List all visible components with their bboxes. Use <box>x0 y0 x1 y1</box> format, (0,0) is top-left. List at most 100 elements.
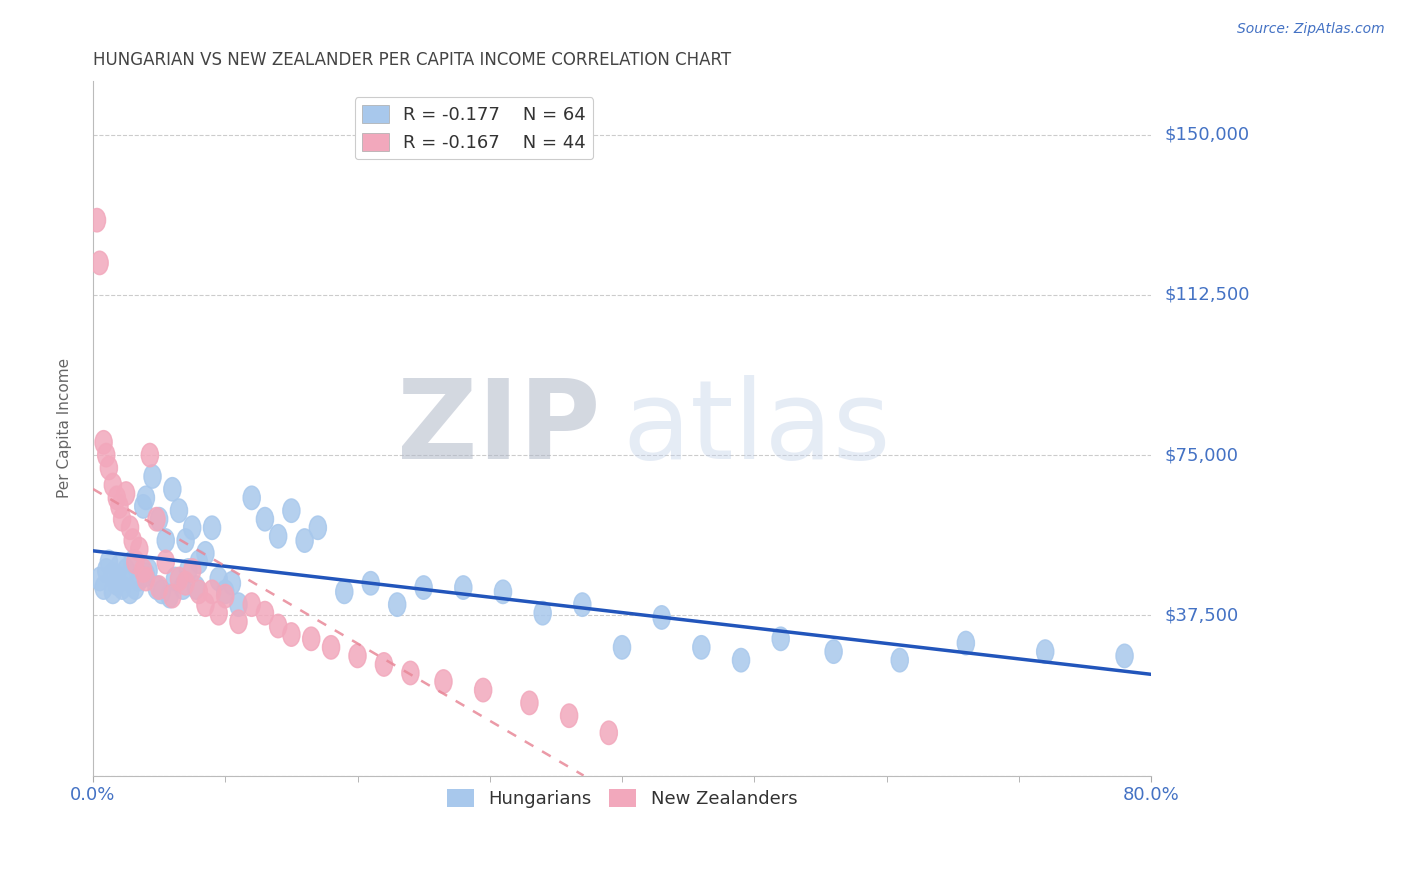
Ellipse shape <box>561 704 578 728</box>
Ellipse shape <box>163 477 181 501</box>
Ellipse shape <box>534 601 551 625</box>
Ellipse shape <box>825 640 842 664</box>
Ellipse shape <box>104 474 121 497</box>
Ellipse shape <box>114 576 131 599</box>
Ellipse shape <box>108 486 125 509</box>
Ellipse shape <box>891 648 908 672</box>
Ellipse shape <box>100 550 118 574</box>
Ellipse shape <box>600 721 617 745</box>
Ellipse shape <box>96 576 112 599</box>
Text: $150,000: $150,000 <box>1166 126 1250 144</box>
Ellipse shape <box>270 615 287 638</box>
Ellipse shape <box>138 563 155 586</box>
Ellipse shape <box>388 593 406 616</box>
Ellipse shape <box>157 550 174 574</box>
Ellipse shape <box>190 580 208 604</box>
Y-axis label: Per Capita Income: Per Capita Income <box>58 359 72 499</box>
Ellipse shape <box>104 580 121 604</box>
Ellipse shape <box>187 576 205 599</box>
Ellipse shape <box>270 524 287 548</box>
Ellipse shape <box>184 558 201 582</box>
Ellipse shape <box>363 572 380 595</box>
Ellipse shape <box>654 606 671 629</box>
Ellipse shape <box>693 636 710 659</box>
Ellipse shape <box>100 456 118 480</box>
Ellipse shape <box>124 529 141 552</box>
Ellipse shape <box>209 567 228 591</box>
Ellipse shape <box>231 593 247 616</box>
Ellipse shape <box>224 572 240 595</box>
Ellipse shape <box>111 555 128 578</box>
Ellipse shape <box>111 495 128 518</box>
Ellipse shape <box>574 593 591 616</box>
Ellipse shape <box>217 584 233 607</box>
Ellipse shape <box>138 486 155 509</box>
Ellipse shape <box>143 465 162 488</box>
Ellipse shape <box>97 443 115 467</box>
Text: $37,500: $37,500 <box>1166 607 1239 624</box>
Ellipse shape <box>415 576 432 599</box>
Ellipse shape <box>302 627 319 650</box>
Ellipse shape <box>231 610 247 633</box>
Ellipse shape <box>127 550 143 574</box>
Ellipse shape <box>170 499 187 523</box>
Text: $112,500: $112,500 <box>1166 286 1250 304</box>
Ellipse shape <box>141 443 159 467</box>
Ellipse shape <box>197 593 214 616</box>
Ellipse shape <box>256 601 274 625</box>
Ellipse shape <box>309 516 326 540</box>
Ellipse shape <box>91 252 108 275</box>
Ellipse shape <box>1036 640 1054 664</box>
Ellipse shape <box>177 529 194 552</box>
Ellipse shape <box>190 550 208 574</box>
Text: ZIP: ZIP <box>398 375 600 482</box>
Ellipse shape <box>108 572 125 595</box>
Text: HUNGARIAN VS NEW ZEALANDER PER CAPITA INCOME CORRELATION CHART: HUNGARIAN VS NEW ZEALANDER PER CAPITA IN… <box>93 51 731 69</box>
Ellipse shape <box>733 648 749 672</box>
Text: Source: ZipAtlas.com: Source: ZipAtlas.com <box>1237 22 1385 37</box>
Ellipse shape <box>957 632 974 655</box>
Ellipse shape <box>148 508 165 531</box>
Ellipse shape <box>1116 644 1133 667</box>
Ellipse shape <box>150 508 167 531</box>
Ellipse shape <box>121 580 139 604</box>
Ellipse shape <box>150 576 167 599</box>
Ellipse shape <box>349 644 366 667</box>
Ellipse shape <box>283 623 299 647</box>
Ellipse shape <box>375 653 392 676</box>
Ellipse shape <box>204 516 221 540</box>
Ellipse shape <box>180 558 197 582</box>
Text: $75,000: $75,000 <box>1166 446 1239 464</box>
Ellipse shape <box>163 584 181 607</box>
Ellipse shape <box>454 576 472 599</box>
Ellipse shape <box>243 593 260 616</box>
Ellipse shape <box>475 678 492 702</box>
Ellipse shape <box>256 508 274 531</box>
Ellipse shape <box>174 576 191 599</box>
Ellipse shape <box>283 499 299 523</box>
Ellipse shape <box>97 558 115 582</box>
Ellipse shape <box>177 572 194 595</box>
Legend: Hungarians, New Zealanders: Hungarians, New Zealanders <box>439 781 804 815</box>
Ellipse shape <box>166 567 184 591</box>
Ellipse shape <box>243 486 260 509</box>
Ellipse shape <box>104 563 121 586</box>
Ellipse shape <box>157 529 174 552</box>
Ellipse shape <box>197 541 214 566</box>
Ellipse shape <box>162 584 179 607</box>
Ellipse shape <box>118 558 135 582</box>
Text: atlas: atlas <box>621 375 890 482</box>
Ellipse shape <box>118 482 135 506</box>
Ellipse shape <box>322 636 340 659</box>
Ellipse shape <box>204 580 221 604</box>
Ellipse shape <box>520 691 538 714</box>
Ellipse shape <box>96 431 112 454</box>
Ellipse shape <box>131 537 148 561</box>
Ellipse shape <box>495 580 512 604</box>
Ellipse shape <box>772 627 789 650</box>
Ellipse shape <box>153 580 170 604</box>
Ellipse shape <box>170 567 187 591</box>
Ellipse shape <box>613 636 631 659</box>
Ellipse shape <box>336 580 353 604</box>
Ellipse shape <box>209 601 228 625</box>
